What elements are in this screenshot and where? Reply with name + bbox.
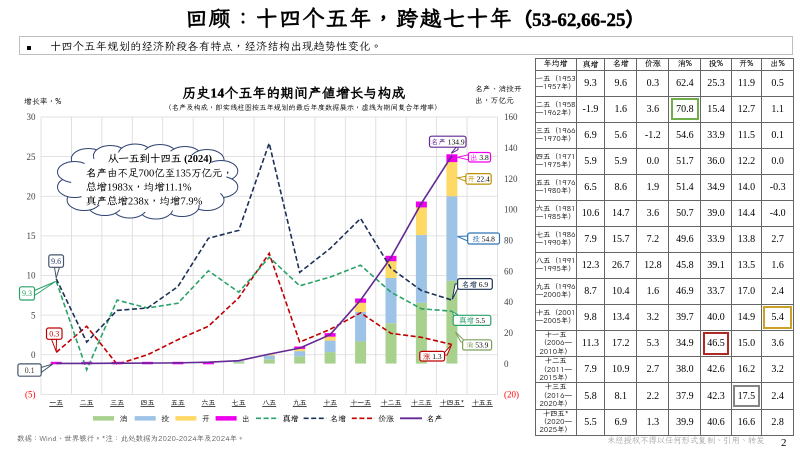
svg-text:名增 6.9: 名增 6.9 <box>461 280 489 289</box>
svg-text:(5): (5) <box>25 390 36 400</box>
svg-text:40: 40 <box>504 297 514 307</box>
svg-text:名产: 名产 <box>427 414 443 424</box>
svg-text:十一五: 十一五 <box>350 398 371 407</box>
svg-text:9.6: 9.6 <box>51 257 61 266</box>
svg-text:开: 开 <box>202 414 210 424</box>
svg-text:一五: 一五 <box>49 398 63 407</box>
svg-text:9.3: 9.3 <box>22 289 32 298</box>
svg-text:0: 0 <box>31 350 36 360</box>
svg-text:十二五: 十二五 <box>381 398 402 407</box>
svg-text:真产总增238x，均增7.9%: 真产总增238x，均增7.9% <box>86 194 203 208</box>
svg-text:30: 30 <box>27 112 37 122</box>
svg-text:出，万亿元: 出，万亿元 <box>475 96 514 106</box>
svg-text:20: 20 <box>27 192 37 202</box>
svg-text:80: 80 <box>504 236 514 246</box>
svg-text:六五: 六五 <box>201 398 215 407</box>
svg-text:出 3.8: 出 3.8 <box>470 153 489 162</box>
svg-text:消: 消 <box>120 414 128 424</box>
svg-text:八五: 八五 <box>262 398 276 407</box>
svg-text:投 54.8: 投 54.8 <box>472 234 495 243</box>
svg-text:120: 120 <box>504 174 518 184</box>
svg-text:十五五: 十五五 <box>472 398 493 407</box>
svg-text:五五: 五五 <box>171 398 185 407</box>
svg-text:名产 134.9: 名产 134.9 <box>431 138 465 147</box>
svg-text:5: 5 <box>31 310 36 320</box>
svg-text:十三五: 十三五 <box>411 398 432 407</box>
svg-text:真增: 真增 <box>283 414 299 424</box>
svg-text:价涨: 价涨 <box>377 414 394 424</box>
svg-text:十四五*: 十四五* <box>440 398 465 407</box>
svg-text:涨 1.3: 涨 1.3 <box>423 352 442 361</box>
svg-text:七五: 七五 <box>231 398 246 407</box>
svg-text:25: 25 <box>27 152 37 162</box>
svg-text:名产由不足700亿至135万亿元，: 名产由不足700亿至135万亿元， <box>85 166 233 180</box>
svg-text:（名产及构成，即实线柱图按五年规划的最后年度数据展示，虚线为: （名产及构成，即实线柱图按五年规划的最后年度数据展示，虚线为期间复合年增率） <box>164 103 441 113</box>
svg-text:(20): (20) <box>504 390 519 400</box>
svg-text:增长率，%: 增长率，% <box>24 97 61 107</box>
svg-text:0: 0 <box>504 359 509 369</box>
svg-text:0.1: 0.1 <box>25 366 35 375</box>
svg-text:名产、消投开: 名产、消投开 <box>475 85 522 95</box>
svg-text:160: 160 <box>504 112 518 122</box>
svg-text:三五: 三五 <box>110 398 124 407</box>
svg-text:总增1983x，均增11.1%: 总增1983x，均增11.1% <box>86 180 192 194</box>
svg-text:十五: 十五 <box>323 398 337 407</box>
svg-text:出: 出 <box>242 414 250 424</box>
svg-text:100: 100 <box>504 205 518 215</box>
svg-text:投: 投 <box>161 414 169 424</box>
svg-text:二五: 二五 <box>80 398 94 407</box>
svg-text:20: 20 <box>504 328 514 338</box>
svg-text:真增 5.5: 真增 5.5 <box>459 316 486 325</box>
svg-text:15: 15 <box>27 231 37 241</box>
svg-text:九五: 九五 <box>293 398 307 407</box>
svg-text:开 22.4: 开 22.4 <box>467 175 490 184</box>
svg-text:10: 10 <box>27 271 37 281</box>
svg-text:0.3: 0.3 <box>49 329 59 338</box>
svg-text:名增: 名增 <box>330 414 346 424</box>
svg-text:从一五到十四五 (2024): 从一五到十四五 (2024) <box>108 151 213 165</box>
svg-text:60: 60 <box>504 266 514 276</box>
svg-text:140: 140 <box>504 143 518 153</box>
svg-text:四五: 四五 <box>141 398 155 407</box>
svg-text:历史14个五年的期间产值增长与构成: 历史14个五年的期间产值增长与构成 <box>183 84 406 102</box>
svg-text:消 53.9: 消 53.9 <box>466 341 489 350</box>
